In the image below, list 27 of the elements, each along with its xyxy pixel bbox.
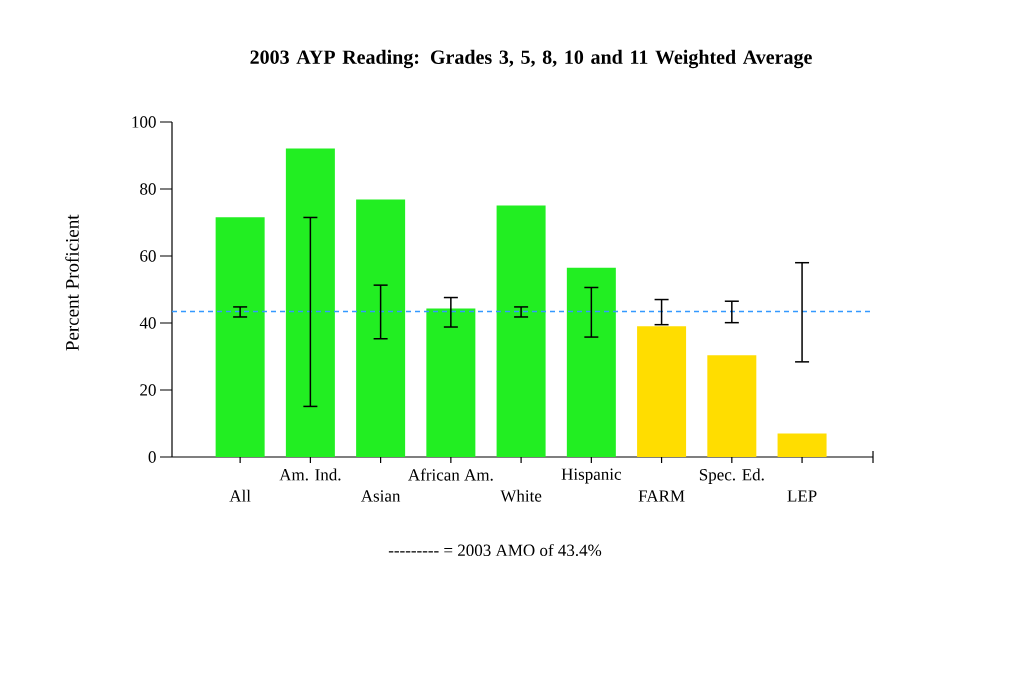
y-tick-label: 100 xyxy=(132,116,156,128)
bar xyxy=(426,308,476,457)
x-tick-label: Spec. Ed. xyxy=(699,468,764,484)
y-tick-label: 20 xyxy=(140,384,156,396)
x-tick-label: LEP xyxy=(787,490,817,502)
x-tick-label: African Am. xyxy=(408,468,493,481)
y-axis-title: Percent Proficient xyxy=(65,214,79,351)
bar xyxy=(707,355,757,457)
text: --------- = 2003 AMO of 43.4% xyxy=(388,543,602,557)
x-tick-label: Hispanic xyxy=(561,468,622,484)
bar xyxy=(637,326,687,457)
y-tick-label: 0 xyxy=(148,451,156,463)
x-tick-label: Asian xyxy=(360,490,401,502)
bar xyxy=(496,205,546,457)
x-tick-label: FARM xyxy=(638,490,685,502)
x-tick-label: All xyxy=(229,489,251,502)
x-tick-label: White xyxy=(500,489,542,502)
y-tick-label: 80 xyxy=(140,183,156,195)
bar xyxy=(777,433,827,457)
x-tick-label: Am. Ind. xyxy=(279,468,341,481)
bar xyxy=(285,148,335,457)
chart-title: 2003 AYP Reading: Grades 3, 5, 8, 10 and 11 Weighted Average xyxy=(250,49,812,69)
bar xyxy=(215,217,265,457)
y-tick-label: 60 xyxy=(140,250,156,262)
bar xyxy=(566,267,616,457)
bar xyxy=(356,199,406,457)
y-tick-label: 40 xyxy=(139,317,156,329)
